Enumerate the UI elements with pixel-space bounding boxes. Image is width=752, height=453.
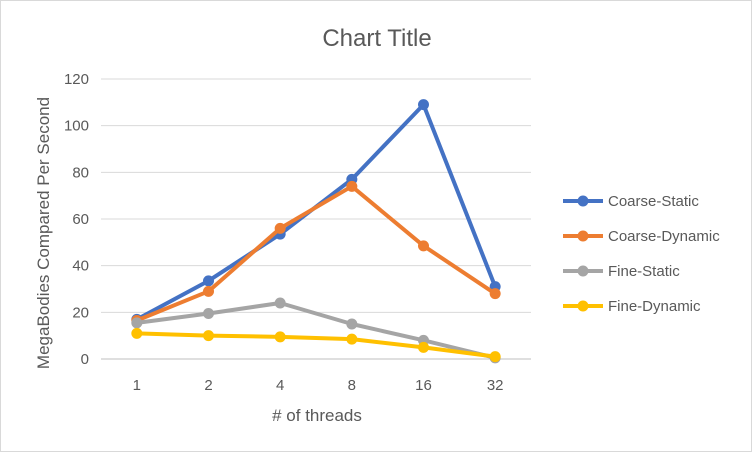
- legend-label: Fine-Static: [608, 263, 680, 280]
- data-point: [203, 275, 214, 287]
- legend-label: Coarse-Static: [608, 193, 699, 210]
- x-tick-label: 16: [415, 377, 432, 394]
- series-lines: [131, 99, 501, 364]
- series-fine-dynamic: [131, 327, 501, 363]
- data-point: [131, 327, 143, 339]
- data-point: [274, 331, 286, 343]
- series-line: [134, 102, 498, 322]
- series-coarse-dynamic: [131, 180, 501, 326]
- data-point: [274, 297, 286, 309]
- legend-label: Fine-Dynamic: [608, 298, 701, 315]
- legend-swatch-marker: [577, 300, 589, 312]
- legend-label: Coarse-Dynamic: [608, 228, 720, 245]
- legend-item: Coarse-Static: [563, 193, 699, 210]
- y-axis-title: MegaBodies Compared Per Second: [34, 97, 53, 369]
- legend: Coarse-Static Coarse-Dynamic Fine-Static Fi…: [563, 193, 720, 315]
- data-point: [203, 285, 214, 297]
- x-tick-label: 1: [133, 377, 141, 394]
- data-point: [489, 288, 501, 300]
- y-tick-label: 0: [81, 351, 89, 368]
- y-tick-label: 120: [64, 71, 89, 88]
- gridlines: [101, 78, 531, 360]
- data-point: [418, 99, 429, 111]
- data-point: [346, 333, 358, 345]
- x-tick-label: 8: [348, 377, 356, 394]
- y-tick-label: 100: [64, 118, 89, 135]
- chart-title: Chart Title: [322, 25, 431, 52]
- y-tick-label: 60: [72, 211, 89, 228]
- legend-item: Fine-Dynamic: [563, 298, 701, 315]
- data-point: [203, 330, 214, 342]
- series-fine-static: [131, 297, 501, 364]
- legend-item: Fine-Static: [563, 263, 680, 280]
- data-point: [418, 240, 429, 252]
- data-point: [274, 222, 286, 234]
- legend-swatch-marker: [577, 195, 589, 207]
- series-coarse-static: [131, 99, 501, 325]
- series-line: [134, 331, 498, 359]
- data-point: [418, 341, 429, 353]
- y-axis-ticks: 0 20 40 60 80 100 120: [64, 71, 89, 368]
- x-axis-title: # of threads: [272, 406, 362, 425]
- data-point: [203, 308, 214, 319]
- data-point: [346, 180, 358, 192]
- legend-swatch-marker: [577, 230, 589, 242]
- x-tick-label: 32: [487, 377, 504, 394]
- x-axis-ticks: 1 2 4 8 16 32: [133, 377, 504, 394]
- y-tick-label: 80: [72, 164, 89, 181]
- series-line: [134, 301, 498, 360]
- legend-item: Coarse-Dynamic: [563, 228, 720, 245]
- data-point: [131, 317, 143, 329]
- data-point: [346, 318, 358, 330]
- y-tick-label: 20: [72, 304, 89, 321]
- x-tick-label: 2: [204, 377, 212, 394]
- y-tick-label: 40: [72, 258, 89, 275]
- x-tick-label: 4: [276, 377, 284, 394]
- legend-swatch-marker: [577, 265, 589, 277]
- series-line: [134, 184, 498, 323]
- data-point: [489, 351, 501, 363]
